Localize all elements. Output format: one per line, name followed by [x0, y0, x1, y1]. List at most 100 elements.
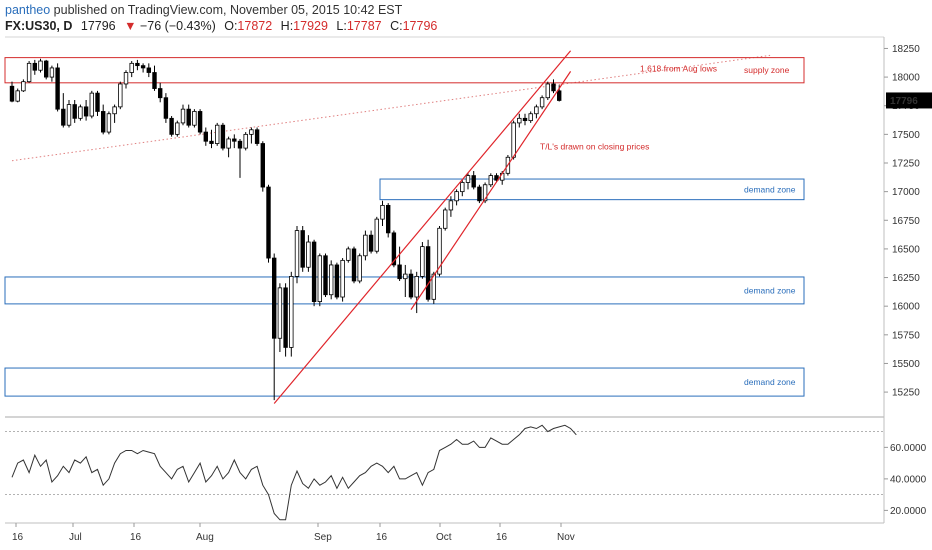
candle-body: [300, 230, 305, 268]
candle-body: [226, 138, 231, 149]
candle-body: [49, 67, 55, 78]
candle-body: [534, 106, 539, 115]
candle-body: [283, 287, 288, 348]
candle-body: [494, 175, 499, 181]
fib-annotation: 1.618 from Aug lows: [640, 63, 717, 73]
candle-body: [420, 246, 425, 277]
candle-body: [368, 234, 374, 252]
price-axis-label: 17250: [892, 159, 920, 170]
candle-body: [545, 83, 550, 99]
candle-body: [551, 83, 556, 92]
candle-body: [465, 175, 471, 183]
candle-body: [260, 143, 265, 188]
demand-zone-label: demand zone: [744, 377, 796, 387]
time-axis-label: Oct: [436, 532, 452, 543]
candle-body: [391, 232, 397, 266]
candle-body: [180, 108, 186, 124]
candle-body: [72, 104, 77, 119]
candle-body: [431, 273, 436, 300]
supply-zone-label: supply zone: [744, 65, 790, 75]
time-axis-label: 16: [496, 532, 508, 543]
candle-body: [557, 90, 562, 101]
candle-body: [306, 241, 311, 268]
candle-body: [363, 234, 368, 257]
candle-body: [83, 106, 89, 117]
chart-header: pantheo published on TradingView.com, No…: [0, 0, 932, 36]
trendline-annotation: T/L's drawn on closing prices: [540, 141, 649, 151]
candle-body: [15, 90, 20, 102]
oscillator-axis-label: 60.0000: [890, 443, 927, 454]
candle-body: [203, 131, 208, 142]
time-axis-label: 16: [130, 532, 142, 543]
candle-body: [220, 124, 226, 149]
candle-body: [78, 106, 83, 119]
candle-body: [186, 108, 191, 126]
candle-body: [152, 72, 157, 89]
candle-body: [477, 186, 482, 202]
candle-body: [334, 264, 340, 298]
candle-body: [346, 248, 351, 261]
candle-body: [403, 273, 408, 280]
candle-body: [89, 92, 94, 117]
quote-line: FX:US30, D 17796 ▼ −76 (−0.43%) O:17872 …: [5, 19, 437, 33]
candle-body: [539, 97, 545, 108]
candle-body: [357, 255, 362, 282]
candle-body: [44, 60, 49, 78]
candle-body: [517, 117, 522, 124]
time-axis-label: Nov: [557, 532, 575, 543]
oscillator-line: [11, 424, 577, 521]
oscillator-axis-label: 20.0000: [890, 506, 927, 517]
candle-body: [528, 113, 533, 122]
candle-body: [323, 255, 328, 296]
candle-body: [106, 113, 112, 133]
price-change: −76 (−0.43%): [139, 19, 216, 33]
candle-body: [243, 133, 248, 149]
price-axis-label: 18000: [892, 73, 920, 84]
candle-body: [351, 248, 357, 282]
time-axis-label: 16: [12, 532, 24, 543]
candle-body: [129, 62, 134, 73]
current-price-badge: [886, 92, 932, 109]
candle-body: [408, 273, 414, 298]
candle-body: [254, 129, 260, 144]
price-axis-label: 15250: [892, 388, 920, 399]
price-axis-label: 16000: [892, 302, 920, 313]
price-axis-label: 15500: [892, 359, 920, 370]
candle-body: [118, 83, 123, 108]
candle-body: [374, 218, 379, 252]
low-value: 17787: [346, 19, 382, 33]
candle-body: [340, 259, 345, 298]
author-link[interactable]: pantheo: [5, 3, 51, 17]
trendline-lower: [410, 71, 572, 310]
candle-body: [437, 227, 442, 275]
demand-zone-box: [4, 367, 805, 397]
candle-body: [61, 108, 66, 126]
current-price-label: 17796: [890, 96, 918, 107]
candle-body: [163, 97, 169, 119]
candle-body: [442, 209, 448, 229]
candle-body: [123, 72, 129, 85]
candle-body: [169, 117, 174, 135]
candle-body: [294, 230, 300, 277]
demand-zone-label: demand zone: [744, 184, 796, 194]
price-axis-label: 15750: [892, 330, 920, 341]
candle-body: [522, 117, 528, 122]
candle-body: [112, 106, 117, 115]
candle-body: [209, 140, 214, 144]
candle-body: [425, 246, 431, 300]
close-label: C:: [390, 19, 403, 33]
high-value: 17929: [293, 19, 328, 33]
down-arrow-icon: ▼: [124, 19, 137, 33]
candle-body: [271, 257, 277, 339]
close-value: 17796: [402, 19, 438, 33]
candle-body: [266, 186, 271, 259]
candle-body: [397, 264, 402, 280]
low-label: L:: [336, 19, 347, 33]
candle-body: [38, 60, 43, 71]
candle-body: [237, 140, 243, 149]
candle-body: [511, 122, 516, 158]
trendline-upper: [273, 50, 572, 404]
candle-body: [311, 241, 317, 302]
time-axis-label: Aug: [196, 532, 214, 543]
